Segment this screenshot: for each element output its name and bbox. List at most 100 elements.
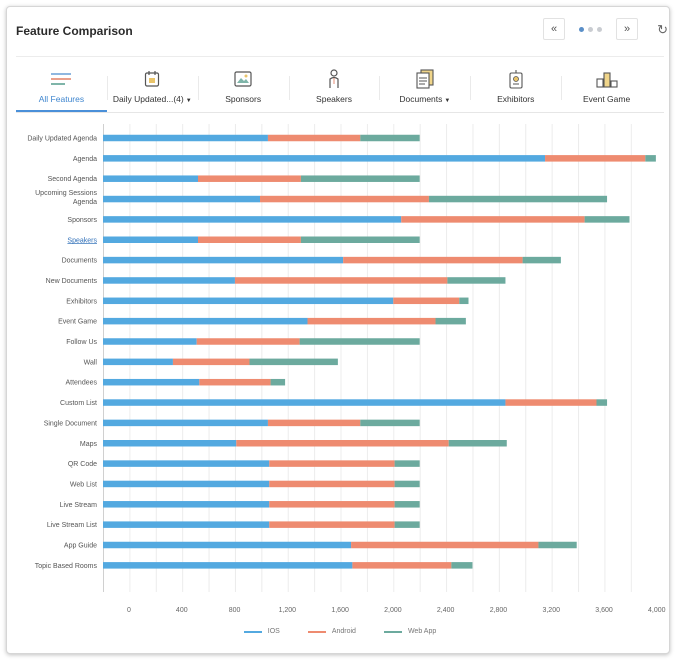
bar-web-app[interactable]: [522, 256, 561, 264]
bar-ios[interactable]: [103, 358, 173, 366]
tab-sponsors[interactable]: Sponsors: [197, 64, 289, 112]
bar-ios[interactable]: [103, 297, 394, 305]
x-tick-label: 1,600: [331, 607, 349, 614]
bar-ios[interactable]: [103, 236, 199, 244]
category-label: QR Code: [68, 461, 97, 468]
bar-web-app[interactable]: [451, 562, 473, 569]
page-dot-1[interactable]: [579, 26, 584, 32]
tab-event-game[interactable]: Event Game: [561, 64, 652, 112]
bar-android[interactable]: [196, 338, 300, 345]
bar-ios[interactable]: [103, 175, 199, 182]
tab-daily-updated[interactable]: Daily Updated...(4) ▼: [106, 64, 198, 112]
bar-ios[interactable]: [103, 256, 344, 264]
category-label: Event Game: [58, 319, 97, 326]
legend-item-android[interactable]: Android: [307, 628, 356, 635]
bar-ios[interactable]: [103, 501, 270, 508]
bar-ios[interactable]: [103, 541, 352, 549]
bar-web-app[interactable]: [645, 155, 656, 162]
x-tick-label: 2,400: [437, 607, 455, 614]
bar-android[interactable]: [269, 480, 395, 488]
bar-ios[interactable]: [103, 216, 402, 223]
tab-label: All Features: [38, 94, 85, 104]
caret-down-icon[interactable]: ▼: [444, 98, 451, 104]
category-label-link[interactable]: Speakers: [67, 237, 97, 244]
bar-web-app[interactable]: [360, 134, 420, 142]
bar-web-app[interactable]: [459, 297, 469, 305]
page-dot-2[interactable]: [588, 26, 593, 32]
bar-android[interactable]: [267, 134, 361, 142]
bar-android[interactable]: [172, 358, 250, 366]
bar-web-app[interactable]: [299, 338, 420, 345]
bar-ios[interactable]: [103, 419, 268, 427]
bar-android[interactable]: [269, 521, 395, 528]
bar-android[interactable]: [199, 378, 271, 386]
bar-web-app[interactable]: [428, 195, 608, 203]
bar-android[interactable]: [401, 216, 585, 223]
bar-ios[interactable]: [103, 277, 235, 284]
bar-web-app[interactable]: [435, 317, 466, 325]
page-dot-3[interactable]: [597, 26, 602, 32]
bar-ios[interactable]: [103, 317, 308, 325]
bar-web-app[interactable]: [394, 480, 420, 488]
bar-web-app[interactable]: [448, 440, 507, 447]
bar-android[interactable]: [198, 236, 301, 244]
next-button[interactable]: »: [616, 18, 638, 40]
legend-item-ios[interactable]: IOS: [243, 628, 280, 635]
bar-ios[interactable]: [103, 399, 506, 406]
category-label: Agenda: [73, 156, 97, 163]
bar-android[interactable]: [236, 440, 449, 447]
bar-android[interactable]: [198, 175, 301, 182]
tab-documents[interactable]: Documents ▼: [379, 64, 470, 112]
bar-ios[interactable]: [103, 155, 546, 162]
bar-ios[interactable]: [103, 338, 197, 345]
bar-android[interactable]: [234, 277, 448, 284]
bar-android[interactable]: [343, 256, 523, 264]
bar-web-app[interactable]: [394, 501, 420, 508]
bar-ios[interactable]: [103, 562, 353, 569]
bar-android[interactable]: [351, 541, 539, 549]
bar-ios[interactable]: [103, 480, 270, 488]
bar-web-app[interactable]: [394, 460, 420, 467]
bar-android[interactable]: [269, 501, 395, 508]
image-icon: [234, 68, 252, 90]
bar-web-app[interactable]: [270, 378, 286, 386]
category-label: Daily Updated Agenda: [27, 136, 97, 143]
bar-ios[interactable]: [103, 460, 270, 467]
bar-web-app[interactable]: [249, 358, 338, 366]
category-label: Follow Us: [66, 339, 97, 346]
bar-web-app[interactable]: [447, 277, 506, 284]
bar-android[interactable]: [545, 155, 646, 162]
caret-down-icon[interactable]: ▼: [185, 98, 192, 104]
tab-speakers[interactable]: Speakers: [288, 64, 380, 112]
tab-all-features[interactable]: All Features: [16, 64, 107, 112]
bar-ios[interactable]: [103, 440, 237, 447]
bar-ios[interactable]: [103, 521, 270, 528]
prev-button[interactable]: «: [543, 18, 565, 40]
carousel-pager: « »: [543, 18, 638, 40]
category-label: Single Document: [44, 420, 97, 427]
bar-ios[interactable]: [103, 134, 268, 142]
bar-android[interactable]: [267, 419, 361, 427]
bar-web-app[interactable]: [394, 521, 420, 528]
bar-android[interactable]: [307, 317, 436, 325]
category-label: New Documents: [46, 278, 98, 285]
bar-web-app[interactable]: [300, 236, 420, 244]
tab-exhibitors[interactable]: Exhibitors: [470, 64, 561, 112]
bar-android[interactable]: [269, 460, 395, 467]
bar-android[interactable]: [505, 399, 597, 406]
bar-android[interactable]: [260, 195, 429, 203]
bar-web-app[interactable]: [596, 399, 608, 406]
legend-item-web-app[interactable]: Web App: [383, 628, 436, 635]
bar-ios[interactable]: [103, 195, 261, 203]
bar-web-app[interactable]: [538, 541, 577, 549]
bar-web-app[interactable]: [360, 419, 420, 427]
bar-ios[interactable]: [103, 378, 200, 386]
refresh-icon[interactable]: ↻: [657, 22, 668, 37]
bar-web-app[interactable]: [584, 216, 630, 223]
bar-web-app[interactable]: [300, 175, 420, 182]
tab-label: Sponsors: [225, 94, 262, 104]
bar-android[interactable]: [393, 297, 460, 305]
bar-android[interactable]: [352, 562, 452, 569]
chart-bars: [103, 134, 656, 569]
x-tick-label: 0: [127, 607, 131, 614]
